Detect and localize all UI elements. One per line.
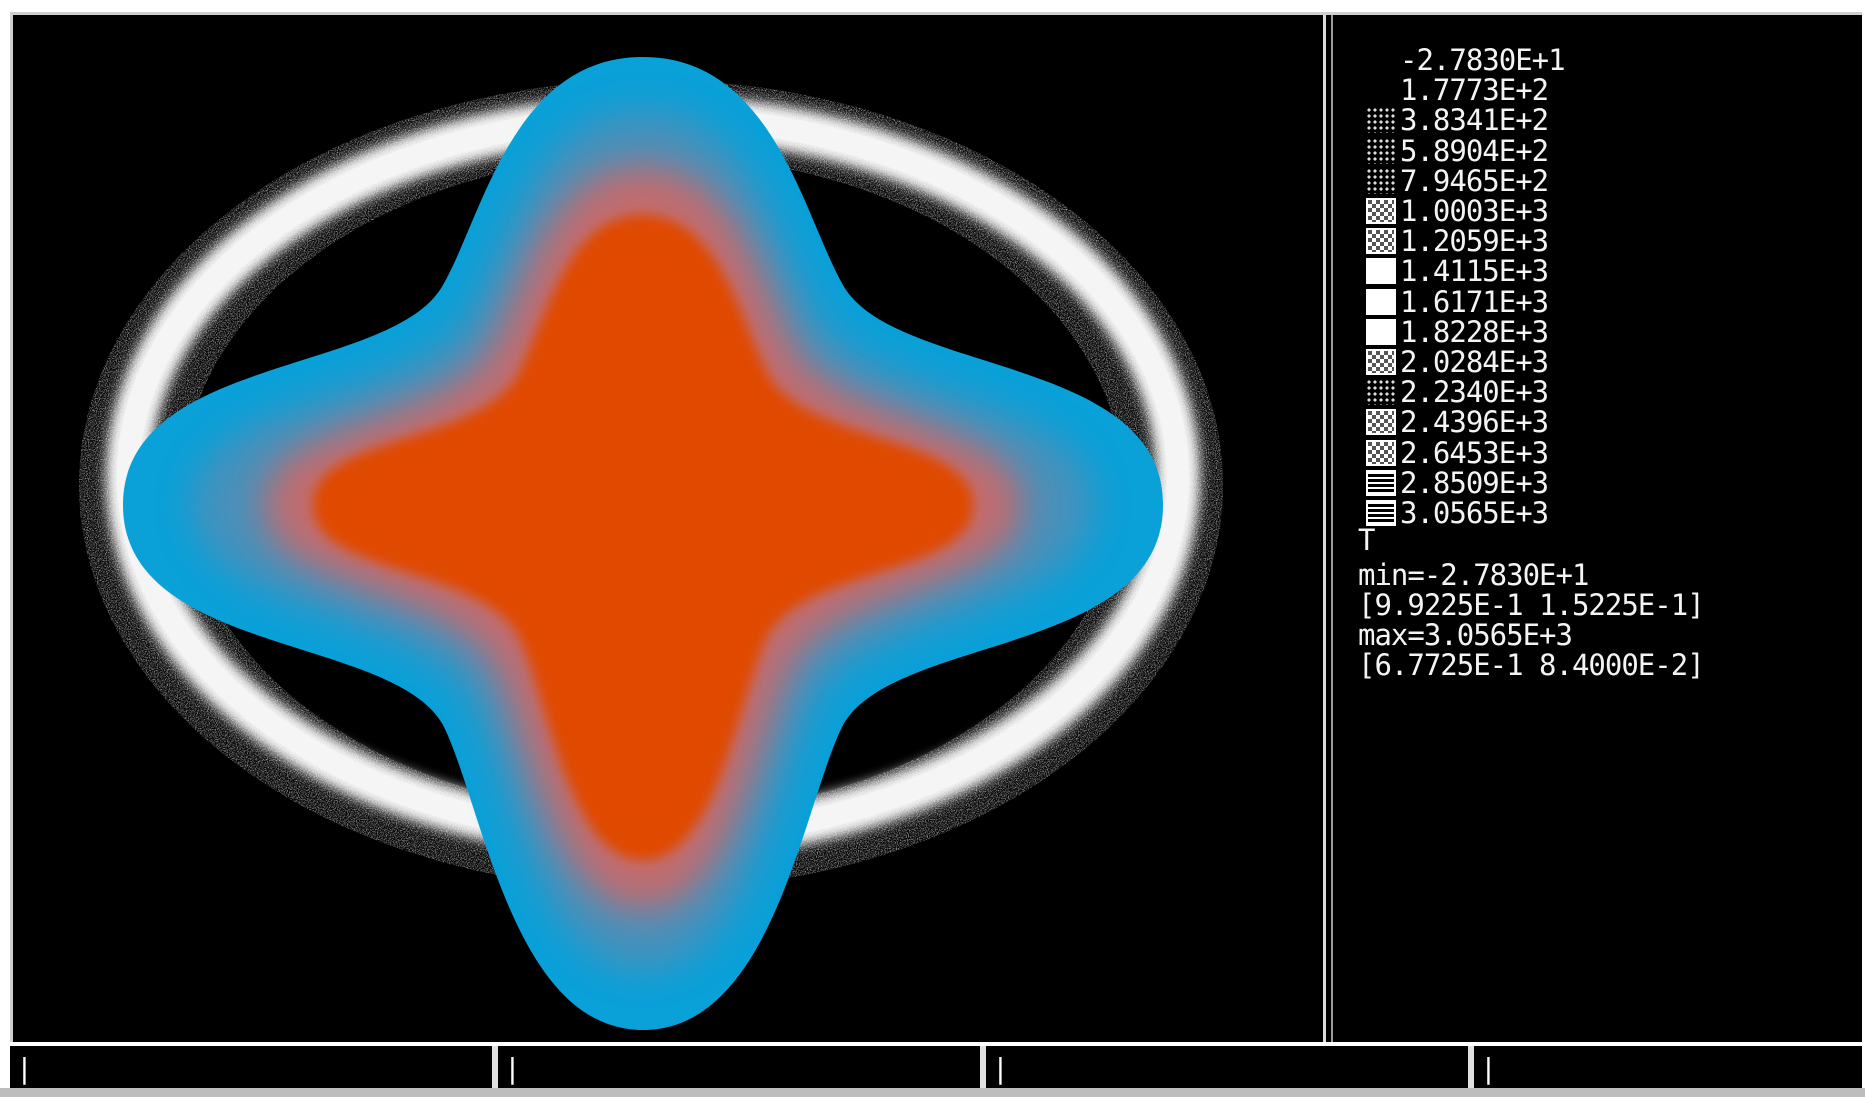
legend-level-row: 1.7773E+2 xyxy=(1338,75,1858,105)
window-bottom-edge xyxy=(0,1088,1865,1097)
legend-level-row: 1.8228E+3 xyxy=(1338,317,1858,347)
legend-level-value: 1.0003E+3 xyxy=(1400,194,1549,228)
status-cell-3-text: | xyxy=(992,1052,1009,1085)
legend-level-value: 2.0284E+3 xyxy=(1400,345,1549,379)
legend-level-row: 1.4115E+3 xyxy=(1338,256,1858,286)
legend-swatch xyxy=(1366,107,1396,134)
plot-frame: -2.7830E+1 1.7773E+2 3.8341E+2 5.8904E+2 7.9… xyxy=(10,12,1862,1042)
status-cell-4[interactable]: | xyxy=(1474,1046,1862,1092)
status-cell-1-text: | xyxy=(16,1052,33,1085)
legend-level-value: 1.6171E+3 xyxy=(1400,284,1549,319)
legend-swatch xyxy=(1366,137,1396,164)
legend-level-row: 7.9465E+2 xyxy=(1338,166,1858,196)
legend-level-value: 2.4396E+3 xyxy=(1400,405,1549,440)
legend-level-value: 2.8509E+3 xyxy=(1400,465,1549,500)
legend-swatch xyxy=(1366,500,1396,526)
legend-swatch xyxy=(1366,318,1396,345)
legend-level-value: 1.4115E+3 xyxy=(1400,254,1549,289)
legend-swatch xyxy=(1366,228,1396,255)
min-value-label: min=-2.7830E+1 xyxy=(1358,558,1589,592)
legend-swatch xyxy=(1366,379,1396,406)
legend-level-value: 2.6453E+3 xyxy=(1400,435,1549,470)
legend-level-row: 5.8904E+2 xyxy=(1338,136,1858,166)
legend-level-row: 2.2340E+3 xyxy=(1338,377,1858,407)
min-location-coords: [9.9225E-1 1.5225E-1] xyxy=(1358,588,1705,622)
hot-core-center xyxy=(353,255,933,820)
max-location-coords: [6.7725E-1 8.4000E-2] xyxy=(1358,648,1705,682)
legend-level-row: 2.4396E+3 xyxy=(1338,407,1858,437)
legend-level-value: 7.9465E+2 xyxy=(1400,163,1549,198)
status-cell-2-text: | xyxy=(504,1052,521,1085)
status-cell-1[interactable]: | xyxy=(10,1046,498,1092)
legend-panel: -2.7830E+1 1.7773E+2 3.8341E+2 5.8904E+2 7.9… xyxy=(1338,15,1858,1042)
legend-swatch xyxy=(1366,349,1396,375)
legend-level-value: -2.7830E+1 xyxy=(1400,43,1566,77)
legend-swatch xyxy=(1366,288,1396,315)
legend-swatch xyxy=(1366,258,1396,285)
legend-swatch xyxy=(1366,439,1396,466)
legend-level-value: 1.7773E+2 xyxy=(1400,73,1549,108)
legend-variable-name: T xyxy=(1358,523,1375,557)
legend-level-row: 3.8341E+2 xyxy=(1338,105,1858,135)
contour-plot-area[interactable] xyxy=(13,15,1321,1042)
max-value-label: max=3.0565E+3 xyxy=(1358,618,1573,652)
legend-swatch xyxy=(1366,469,1396,496)
legend-level-row: 1.6171E+3 xyxy=(1338,287,1858,317)
legend-level-row: 2.8509E+3 xyxy=(1338,468,1858,498)
legend-level-value: 5.8904E+2 xyxy=(1400,133,1549,168)
status-bar: | | | | xyxy=(10,1042,1862,1092)
legend-level-row: -2.7830E+1 xyxy=(1338,45,1858,75)
legend-level-row: 2.0284E+3 xyxy=(1338,347,1858,377)
legend-level-value: 3.8341E+2 xyxy=(1400,103,1549,138)
contour-plot-svg xyxy=(79,57,1223,1030)
legend-level-value: 2.2340E+3 xyxy=(1400,375,1549,410)
legend-level-row: 1.0003E+3 xyxy=(1338,196,1858,226)
status-cell-2[interactable]: | xyxy=(498,1046,986,1092)
status-cell-4-text: | xyxy=(1480,1052,1497,1085)
legend-level-row: 1.2059E+3 xyxy=(1338,226,1858,256)
panel-divider xyxy=(1323,15,1333,1042)
legend-swatch xyxy=(1366,167,1396,194)
status-cell-3[interactable]: | xyxy=(986,1046,1474,1092)
legend-level-value: 3.0565E+3 xyxy=(1400,496,1549,530)
legend-level-value: 1.2059E+3 xyxy=(1400,224,1549,259)
legend-level-value: 1.8228E+3 xyxy=(1400,314,1549,349)
legend-swatch xyxy=(1366,198,1396,224)
legend-level-row: 2.6453E+3 xyxy=(1338,438,1858,468)
legend-level-row: 3.0565E+3 xyxy=(1338,498,1858,528)
legend-swatch xyxy=(1366,409,1396,436)
